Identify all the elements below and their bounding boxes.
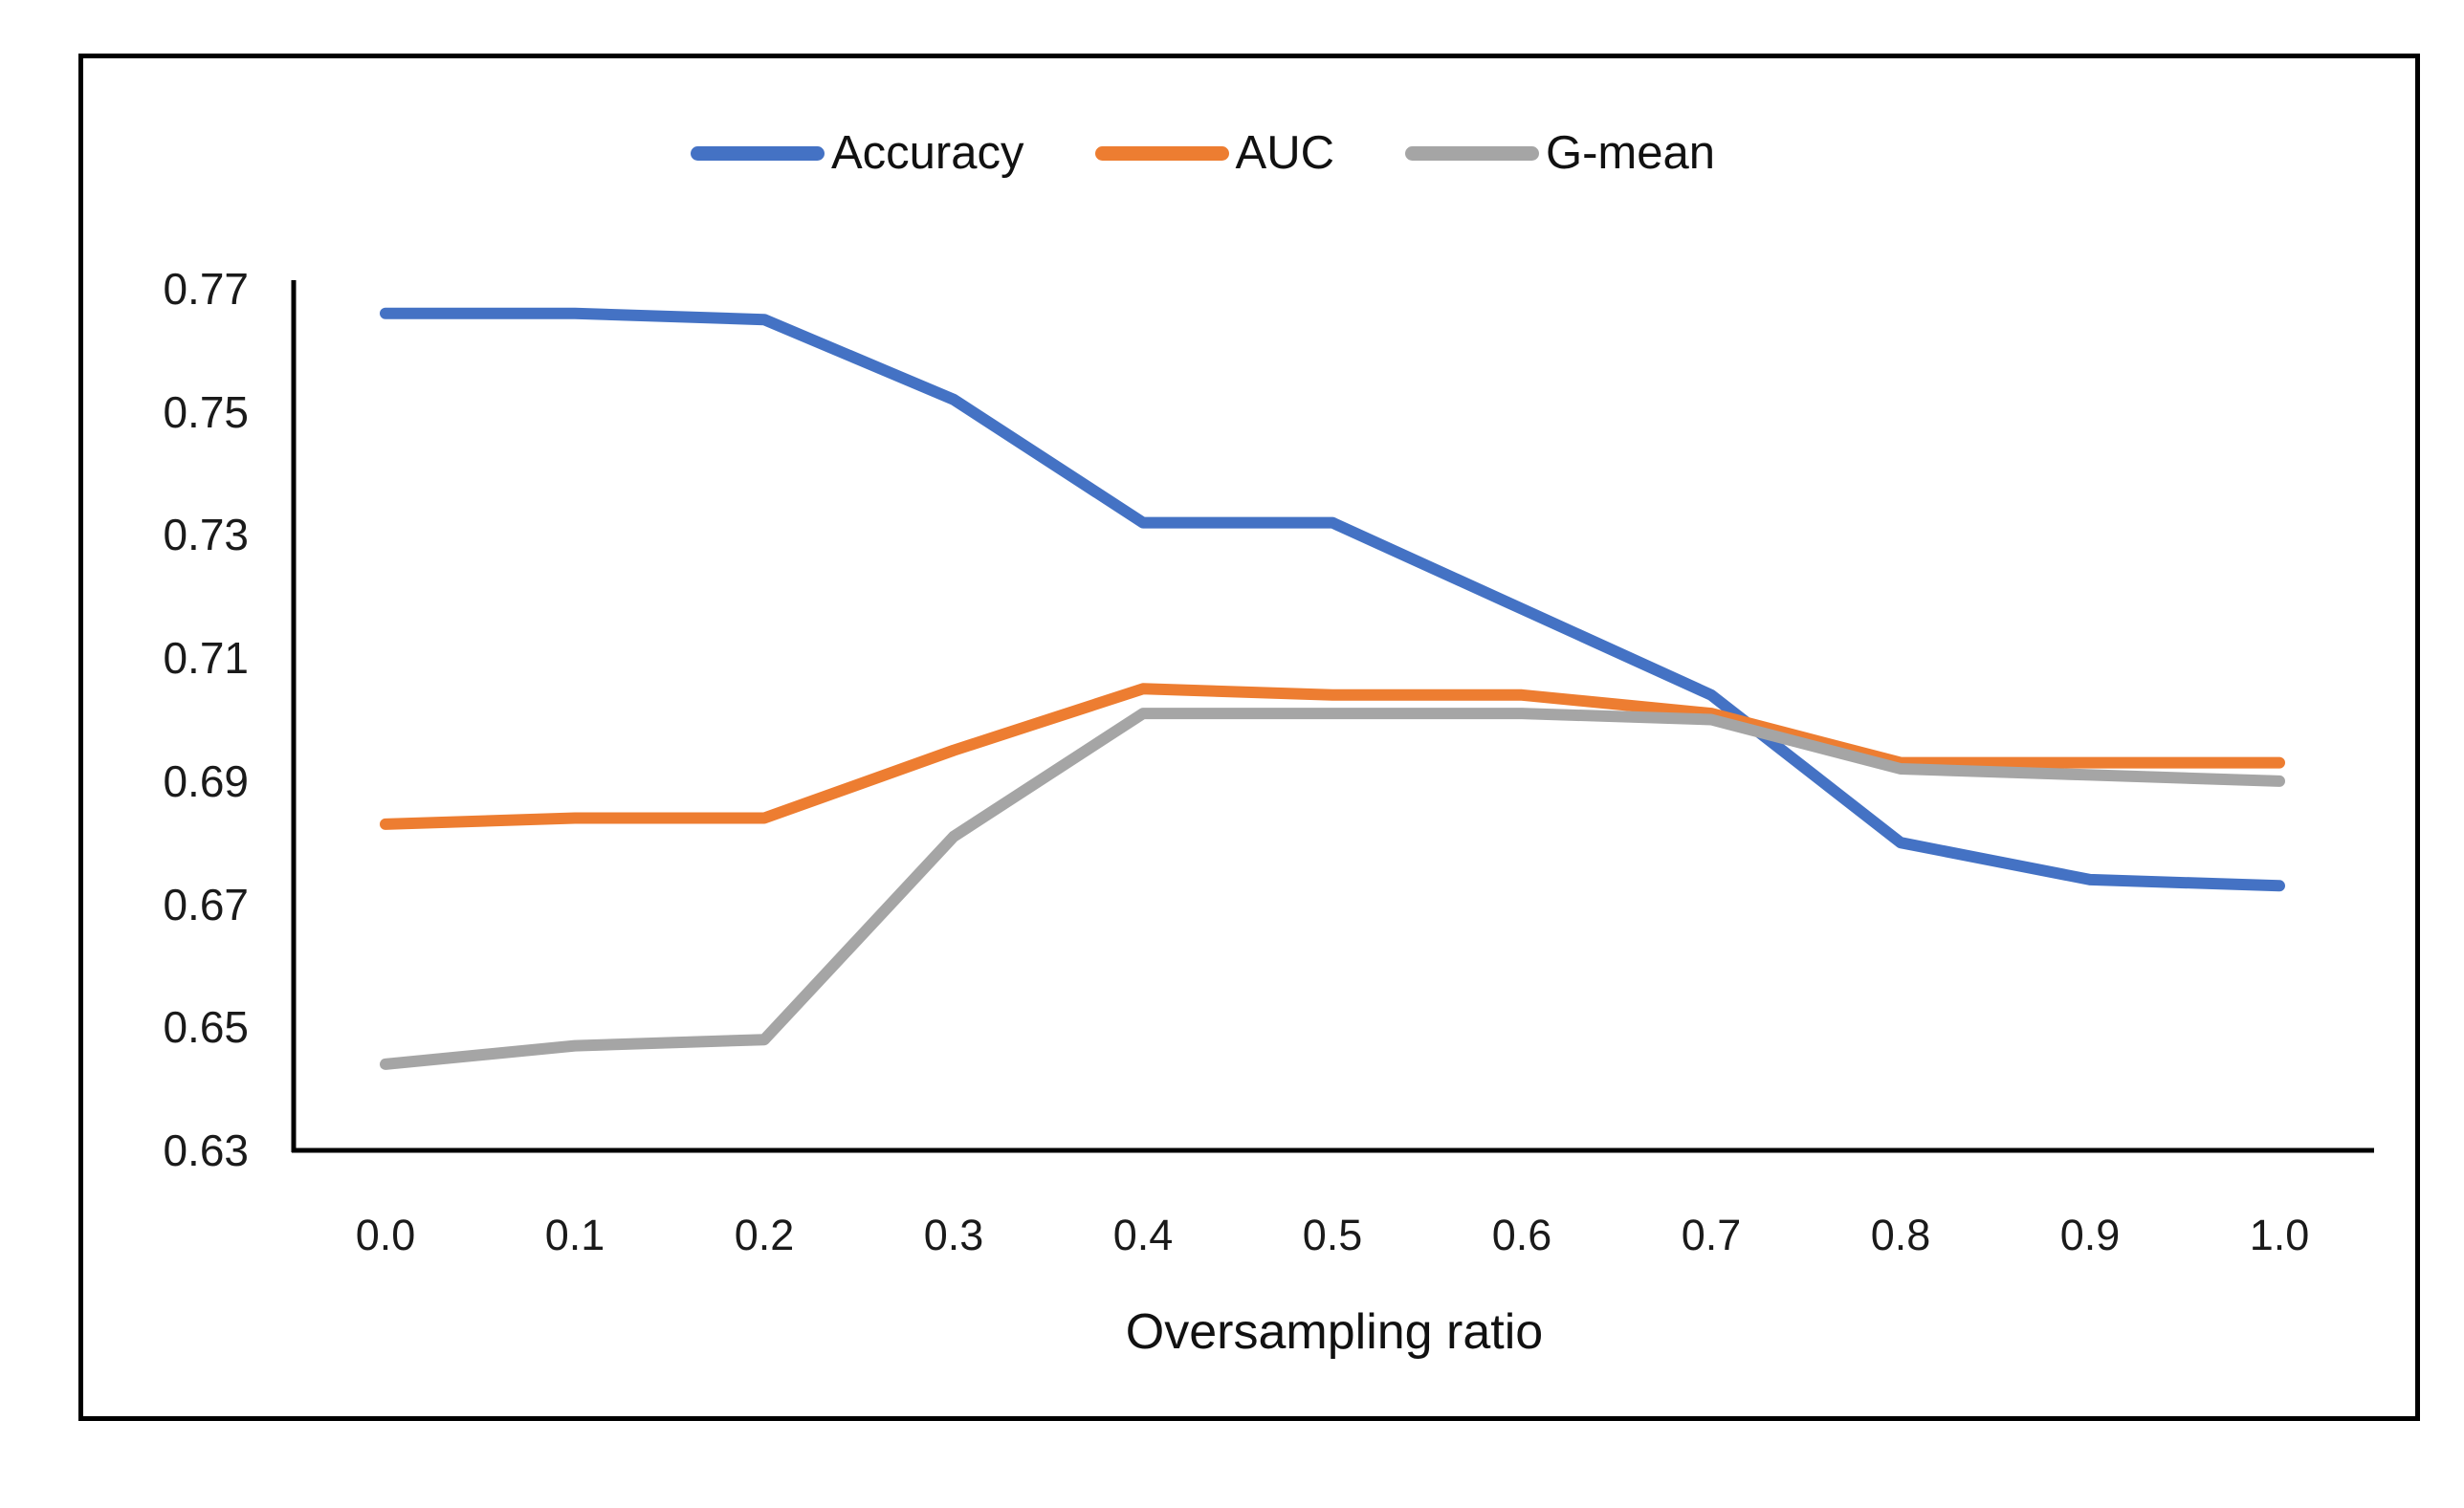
legend-label: Accuracy bbox=[831, 127, 1024, 179]
x-tick-label: 0.5 bbox=[1302, 1211, 1363, 1259]
y-tick-label: 0.77 bbox=[163, 264, 249, 314]
axes bbox=[291, 280, 2374, 1153]
x-tick-label: 1.0 bbox=[2249, 1211, 2310, 1259]
legend-item-g-mean: G-mean bbox=[1404, 124, 1715, 182]
series-line-g-mean bbox=[380, 708, 2285, 1070]
chart-legend: Accuracy AUC G-mean bbox=[691, 124, 1715, 182]
legend-swatch-accuracy bbox=[691, 145, 825, 161]
legend-item-accuracy: Accuracy bbox=[691, 124, 1024, 182]
x-tick-label: 0.8 bbox=[1870, 1211, 1931, 1259]
x-tick-label: 0.9 bbox=[2059, 1211, 2121, 1259]
x-tick-label: 0.3 bbox=[923, 1211, 984, 1259]
x-axis-title: Oversampling ratio bbox=[1125, 1304, 1544, 1360]
x-tick-label: 0.2 bbox=[734, 1211, 795, 1259]
y-tick-label: 0.73 bbox=[163, 510, 249, 560]
x-tick-label: 0.7 bbox=[1681, 1211, 1742, 1259]
x-tick-label: 0.0 bbox=[355, 1211, 416, 1259]
legend-label: G-mean bbox=[1545, 127, 1715, 179]
figure-border bbox=[78, 54, 2420, 1421]
series-lines bbox=[380, 307, 2285, 1070]
series-line-auc bbox=[380, 683, 2285, 830]
legend-item-auc: AUC bbox=[1094, 124, 1334, 182]
y-tick-label: 0.69 bbox=[163, 755, 249, 806]
y-tick-label: 0.71 bbox=[163, 633, 249, 684]
legend-swatch-g-mean bbox=[1404, 145, 1539, 161]
y-tick-label: 0.63 bbox=[163, 1126, 249, 1176]
series-line-accuracy bbox=[380, 307, 2285, 892]
y-tick-label: 0.65 bbox=[163, 1002, 249, 1053]
x-tick-label: 0.6 bbox=[1491, 1211, 1552, 1259]
legend-swatch-auc bbox=[1094, 145, 1229, 161]
x-tick-label: 0.1 bbox=[544, 1211, 605, 1259]
x-tick-label: 0.4 bbox=[1112, 1211, 1174, 1259]
legend-label: AUC bbox=[1235, 127, 1334, 179]
y-tick-label: 0.75 bbox=[163, 386, 249, 437]
y-tick-label: 0.67 bbox=[163, 879, 249, 929]
